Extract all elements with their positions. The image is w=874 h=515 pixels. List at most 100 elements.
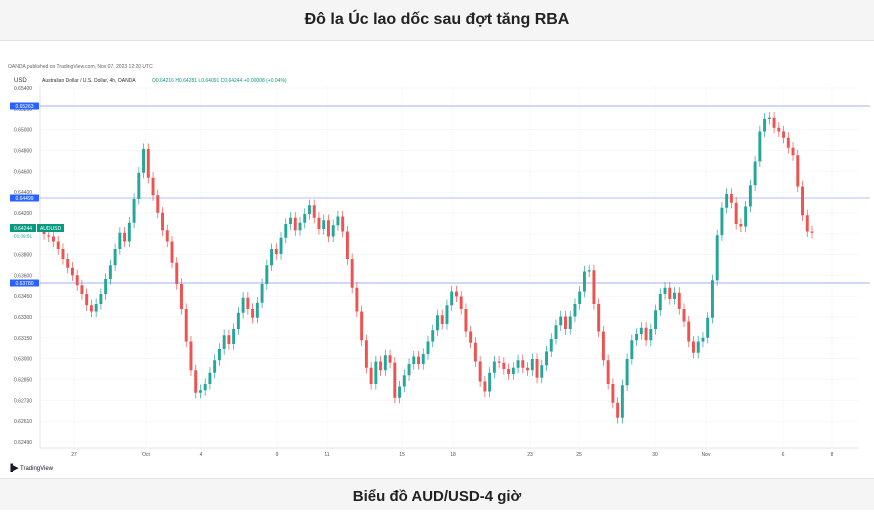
- candle-body: [739, 224, 743, 227]
- candle-body: [582, 271, 586, 292]
- x-tick-label: 8: [831, 452, 834, 458]
- candle-body: [279, 237, 283, 254]
- candle-body: [184, 309, 188, 342]
- y-tick-label: 0.63150: [14, 336, 32, 342]
- countdown-tag: [10, 232, 36, 239]
- y-tick-label: 0.62610: [14, 419, 32, 425]
- candle-body: [796, 155, 800, 187]
- x-tick-label: Nov: [702, 452, 711, 458]
- candle-body: [445, 305, 449, 324]
- candle-body: [56, 241, 60, 249]
- x-axis: 27 Oct 4 9 11 15 18 23 25 30 Nov 6 8: [71, 452, 833, 458]
- candle-body: [715, 235, 719, 281]
- candle-body: [369, 367, 373, 384]
- last-price-tag: [10, 224, 36, 232]
- candle-body: [217, 349, 221, 361]
- candle-body: [753, 161, 757, 186]
- candle-body: [511, 367, 515, 374]
- candle-body: [345, 231, 349, 259]
- level-low-tag: [10, 279, 39, 287]
- candle-body: [104, 279, 108, 294]
- candle-body: [317, 217, 321, 229]
- candle-body: [127, 222, 131, 242]
- candle-body: [692, 341, 695, 353]
- candle-body: [137, 172, 141, 199]
- candle-body: [673, 292, 676, 299]
- candle-body: [696, 341, 700, 353]
- price-chart[interactable]: OANDA published on TradingView.com, Nov …: [0, 58, 874, 476]
- candle-body: [554, 325, 558, 339]
- candle-body: [644, 327, 648, 341]
- y-tick-label: 0.62490: [14, 440, 32, 446]
- candle-body: [677, 292, 681, 309]
- candle-body: [507, 369, 511, 374]
- candle-body: [156, 195, 160, 213]
- candle-body: [606, 360, 610, 384]
- candle-body: [725, 194, 729, 208]
- candle-body: [398, 386, 402, 398]
- candle-body: [47, 235, 51, 237]
- candle-body: [478, 361, 482, 382]
- candle-body: [535, 359, 539, 378]
- candle-body: [227, 335, 231, 344]
- candle-body: [312, 205, 316, 218]
- currency-label: USD: [14, 78, 27, 84]
- candle-body: [729, 194, 733, 203]
- candle-body: [772, 117, 776, 128]
- candle-body: [108, 265, 112, 279]
- candle-body: [85, 294, 89, 306]
- candle-body: [516, 360, 520, 368]
- candle-body: [521, 360, 525, 368]
- level-high-tag: [10, 102, 39, 110]
- candle-body: [265, 265, 269, 284]
- candle-body: [578, 291, 582, 304]
- candle-body: [782, 131, 786, 138]
- candle-body: [232, 329, 236, 344]
- candle-body: [663, 287, 667, 294]
- publisher-line: OANDA published on TradingView.com, Nov …: [8, 64, 153, 70]
- candle-body: [417, 356, 420, 364]
- candle-body: [720, 207, 724, 236]
- symbol-text: AUDUSD: [40, 226, 62, 232]
- candle-body: [151, 177, 155, 196]
- candle-body: [270, 249, 274, 266]
- candle-body: [189, 341, 193, 371]
- candle-body: [42, 231, 46, 234]
- candle-body: [341, 216, 345, 232]
- x-tick-label: 15: [399, 452, 405, 458]
- y-tick-label: 0.64200: [14, 211, 32, 217]
- candle-body: [625, 359, 629, 386]
- candle-body: [706, 317, 710, 338]
- candle-body: [450, 291, 454, 306]
- candle-body: [326, 220, 330, 237]
- candle-body: [791, 147, 795, 156]
- symbol-tag: [37, 224, 64, 232]
- candle-body: [213, 360, 217, 373]
- candle-body: [236, 312, 240, 329]
- price-tags: 0.65263 0.64499 0.63780 0.64244 AUDUSD 01:39:…: [10, 102, 64, 287]
- candle-body: [66, 259, 70, 268]
- candle-body: [810, 231, 814, 233]
- y-tick-label: 0.63000: [14, 357, 32, 363]
- candle-body: [616, 402, 620, 418]
- candle-body: [208, 372, 212, 384]
- candle-body: [118, 232, 122, 249]
- candle-body: [502, 362, 506, 369]
- chart-caption: Biểu đồ AUD/USD-4 giờ: [352, 488, 522, 505]
- y-tick-label: 0.63600: [14, 273, 32, 279]
- y-tick-label: 0.62850: [14, 378, 32, 384]
- candle-body: [70, 267, 74, 276]
- candle-body: [734, 202, 738, 224]
- candle-body: [123, 232, 127, 242]
- candle-body: [364, 340, 368, 368]
- candle-body: [763, 119, 767, 132]
- candle-body: [649, 329, 653, 341]
- candle-body: [308, 205, 311, 214]
- candle-body: [251, 309, 255, 318]
- candle-body: [113, 249, 117, 266]
- header: Đô la Úc lao dốc sau đợt tăng RBA: [0, 0, 874, 41]
- y-tick-label: 0.63450: [14, 294, 32, 300]
- candle-body: [559, 316, 563, 326]
- candle-body: [668, 287, 672, 299]
- candle-body: [564, 316, 567, 329]
